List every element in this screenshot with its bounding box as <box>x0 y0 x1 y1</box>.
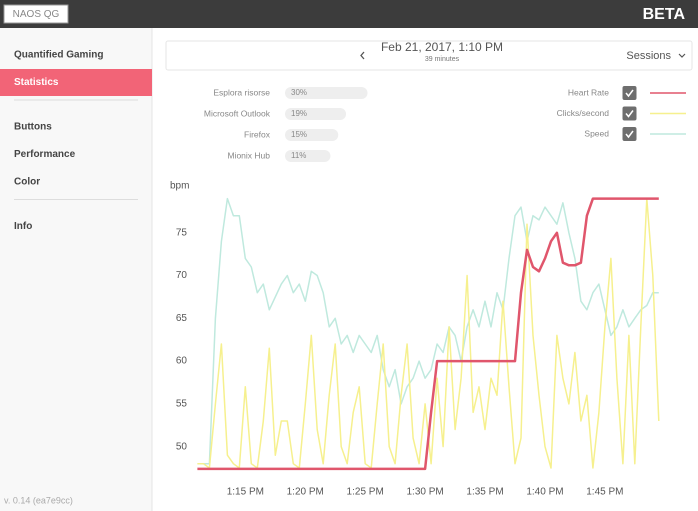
app-button-label: NAOS QG <box>13 9 60 20</box>
session-card <box>165 40 693 71</box>
x-tick-label: 1:30 PM <box>406 487 443 498</box>
app-bar <box>285 150 331 162</box>
nav-item[interactable]: Buttons <box>14 122 52 133</box>
app-value: 19% <box>291 109 307 118</box>
series-line <box>197 197 659 471</box>
y-tick-label: 65 <box>176 313 188 324</box>
legend-checkbox[interactable] <box>622 106 637 121</box>
app-name: Firefox <box>244 129 271 139</box>
x-tick-label: 1:35 PM <box>466 487 503 498</box>
legend-label: Heart Rate <box>568 87 609 97</box>
beta-badge: BETA <box>643 6 686 23</box>
active-item-bg <box>0 69 152 96</box>
sessions-menu[interactable]: Sessions <box>626 50 671 62</box>
checkmark <box>625 89 634 98</box>
top-bar <box>0 0 698 28</box>
legend-checkbox[interactable] <box>622 86 637 100</box>
y-tick-label: 70 <box>176 270 188 281</box>
nav-item[interactable]: Performance <box>14 149 76 160</box>
series-line <box>197 197 659 465</box>
legend-checkbox[interactable] <box>622 127 637 141</box>
x-tick-label: 1:40 PM <box>526 487 563 498</box>
x-tick-label: 1:20 PM <box>287 487 324 498</box>
app-value: 15% <box>291 130 307 139</box>
nav-item[interactable]: Info <box>14 221 32 232</box>
y-tick-label: 60 <box>176 356 188 367</box>
app-bar <box>285 108 347 120</box>
sessions-caret <box>678 53 686 58</box>
checkmark <box>625 110 634 118</box>
app-value: 30% <box>291 88 307 97</box>
prev-session[interactable] <box>360 51 365 60</box>
y-tick-label: 75 <box>176 227 188 238</box>
session-date: Feb 21, 2017, 1:10 PM <box>381 40 503 54</box>
y-tick-label: 55 <box>176 399 188 410</box>
app-button[interactable] <box>3 4 69 24</box>
x-tick-label: 1:15 PM <box>227 487 264 498</box>
nav-item[interactable]: Color <box>14 177 40 188</box>
app-name: Mionix Hub <box>227 150 270 160</box>
legend-label: Speed <box>584 128 609 138</box>
app-bar <box>285 87 368 99</box>
nav-item[interactable]: Statistics <box>14 77 59 88</box>
version: v. 0.14 (ea7e9cc) <box>4 495 73 505</box>
x-tick-label: 1:25 PM <box>347 487 384 498</box>
session-duration: 39 minutes <box>425 56 460 63</box>
app-name: Microsoft Outlook <box>204 108 271 118</box>
y-tick-label: 50 <box>176 441 188 452</box>
app-name: Esplora risorse <box>213 87 270 97</box>
legend-label: Clicks/second <box>557 108 610 118</box>
nav-item[interactable]: Quantified Gaming <box>14 50 103 61</box>
sidebar <box>0 28 152 511</box>
x-tick-label: 1:45 PM <box>586 487 623 498</box>
checkmark <box>625 130 634 139</box>
y-axis-label: bpm <box>170 181 189 192</box>
app-bar <box>285 129 339 141</box>
app-value: 11% <box>291 151 306 160</box>
